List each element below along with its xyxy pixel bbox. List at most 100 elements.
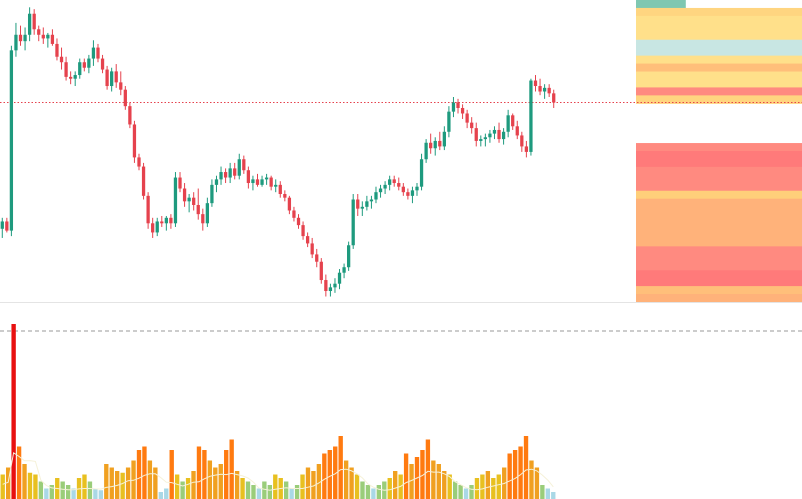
volume-bar (436, 464, 441, 499)
candle-body (283, 194, 287, 198)
volume-bar (425, 439, 431, 499)
candle-body (552, 93, 556, 103)
candle-body (251, 179, 255, 184)
candle-body (87, 58, 91, 68)
candle-body (196, 204, 200, 215)
volume-bar (60, 481, 65, 499)
volume-profile-band (636, 166, 802, 176)
volume-profile-band (636, 206, 802, 216)
candle-body (260, 179, 264, 185)
volume-profile-band (636, 230, 802, 240)
volume-bar (142, 446, 147, 499)
volume-moving-average (2, 451, 554, 491)
candle-body (529, 80, 533, 152)
candle-body (292, 210, 296, 218)
candle-body (351, 199, 355, 246)
candle-body (356, 199, 360, 209)
volume-bar (104, 464, 109, 499)
candle-body (169, 217, 173, 224)
volume-profile-band (636, 55, 802, 65)
volume-bar (294, 485, 300, 499)
volume-bar (109, 467, 114, 499)
candle-body (488, 133, 492, 138)
volume-bar (169, 450, 174, 499)
volume-bar (82, 474, 87, 499)
volume-bar (98, 490, 104, 499)
candle-body (178, 177, 182, 189)
volume-profile-band (636, 214, 802, 224)
candle-body (524, 146, 529, 152)
candle-body (132, 124, 137, 158)
candle-body (337, 272, 342, 284)
volume-bar (158, 492, 163, 499)
volume-bar (512, 450, 518, 499)
candle-body (296, 217, 301, 226)
candle-body (447, 111, 451, 132)
volume-bar (87, 481, 93, 499)
candle-body (78, 62, 82, 76)
candle-body (96, 47, 100, 59)
volume-bar (196, 446, 202, 499)
candle-body (14, 34, 18, 51)
candle-body (410, 190, 415, 196)
volume-bar (11, 324, 16, 499)
candle-body (5, 221, 9, 231)
volume-bar (327, 450, 332, 499)
candle-body (465, 113, 469, 123)
candle-body (155, 221, 159, 233)
candle-body (506, 115, 510, 132)
volume-profile-band (636, 39, 802, 49)
volume-profile-band (636, 71, 802, 81)
volume-profile-band (636, 262, 802, 271)
volume-bar (365, 485, 371, 499)
candle-body (18, 34, 23, 42)
volume-bar (376, 485, 382, 499)
volume-profile (636, 0, 802, 303)
candle-body (242, 159, 246, 171)
volume-bar (496, 474, 501, 499)
candle-body (123, 89, 127, 107)
volume-bar (480, 474, 485, 499)
candlestick-series (0, 7, 556, 297)
candle-body (246, 170, 251, 184)
volume-profile-band (636, 95, 802, 104)
volume-bar (256, 488, 262, 499)
volume-bar (491, 478, 496, 499)
volume-bar (289, 488, 294, 499)
volume-bar (164, 488, 169, 499)
volume-bar (174, 474, 180, 499)
volume-bars (0, 324, 556, 499)
candle-body (388, 179, 392, 185)
candle-body (141, 166, 146, 196)
volume-bar (529, 460, 534, 499)
volume-bar (305, 467, 311, 499)
candle-body (264, 177, 269, 180)
volume-profile-band (636, 79, 802, 89)
volume-bar (311, 471, 316, 499)
volume-bar (387, 478, 392, 499)
candle-body (315, 254, 319, 262)
candle-body (173, 177, 178, 224)
candle-body (82, 62, 86, 68)
volume-profile-band (636, 143, 802, 152)
candle-body (346, 245, 351, 268)
candle-body (182, 188, 187, 202)
volume-profile-band (636, 270, 802, 279)
volume-bar (343, 460, 349, 499)
candle-body (255, 179, 260, 185)
candle-body (333, 283, 337, 288)
volume-profile-band (636, 23, 802, 33)
candle-body (501, 131, 506, 140)
volume-bar (474, 478, 480, 499)
volume-bar (22, 464, 27, 499)
candle-body (456, 102, 460, 108)
candle-body (119, 82, 123, 90)
volume-bar (229, 439, 234, 499)
candle-body (460, 107, 465, 114)
candle-body (424, 142, 428, 160)
volume-bar (431, 460, 436, 499)
candle-body (214, 179, 219, 185)
candle-body (128, 106, 132, 125)
